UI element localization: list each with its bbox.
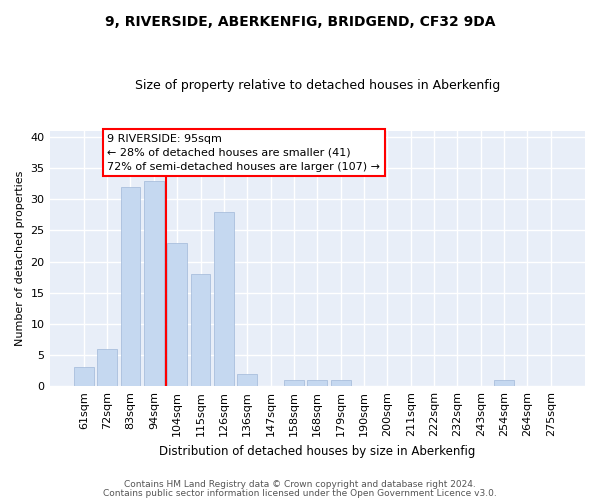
Title: Size of property relative to detached houses in Aberkenfig: Size of property relative to detached ho… <box>134 79 500 92</box>
Bar <box>97 349 117 386</box>
Text: Contains HM Land Registry data © Crown copyright and database right 2024.: Contains HM Land Registry data © Crown c… <box>124 480 476 489</box>
Bar <box>284 380 304 386</box>
Bar <box>74 368 94 386</box>
Bar <box>167 243 187 386</box>
X-axis label: Distribution of detached houses by size in Aberkenfig: Distribution of detached houses by size … <box>159 444 475 458</box>
Bar <box>238 374 257 386</box>
Text: 9, RIVERSIDE, ABERKENFIG, BRIDGEND, CF32 9DA: 9, RIVERSIDE, ABERKENFIG, BRIDGEND, CF32… <box>105 15 495 29</box>
Bar <box>494 380 514 386</box>
Bar <box>191 274 211 386</box>
Text: 9 RIVERSIDE: 95sqm
← 28% of detached houses are smaller (41)
72% of semi-detache: 9 RIVERSIDE: 95sqm ← 28% of detached hou… <box>107 134 380 172</box>
Bar <box>144 180 164 386</box>
Bar <box>307 380 327 386</box>
Bar <box>214 212 234 386</box>
Y-axis label: Number of detached properties: Number of detached properties <box>15 170 25 346</box>
Bar <box>121 187 140 386</box>
Text: Contains public sector information licensed under the Open Government Licence v3: Contains public sector information licen… <box>103 488 497 498</box>
Bar <box>331 380 350 386</box>
